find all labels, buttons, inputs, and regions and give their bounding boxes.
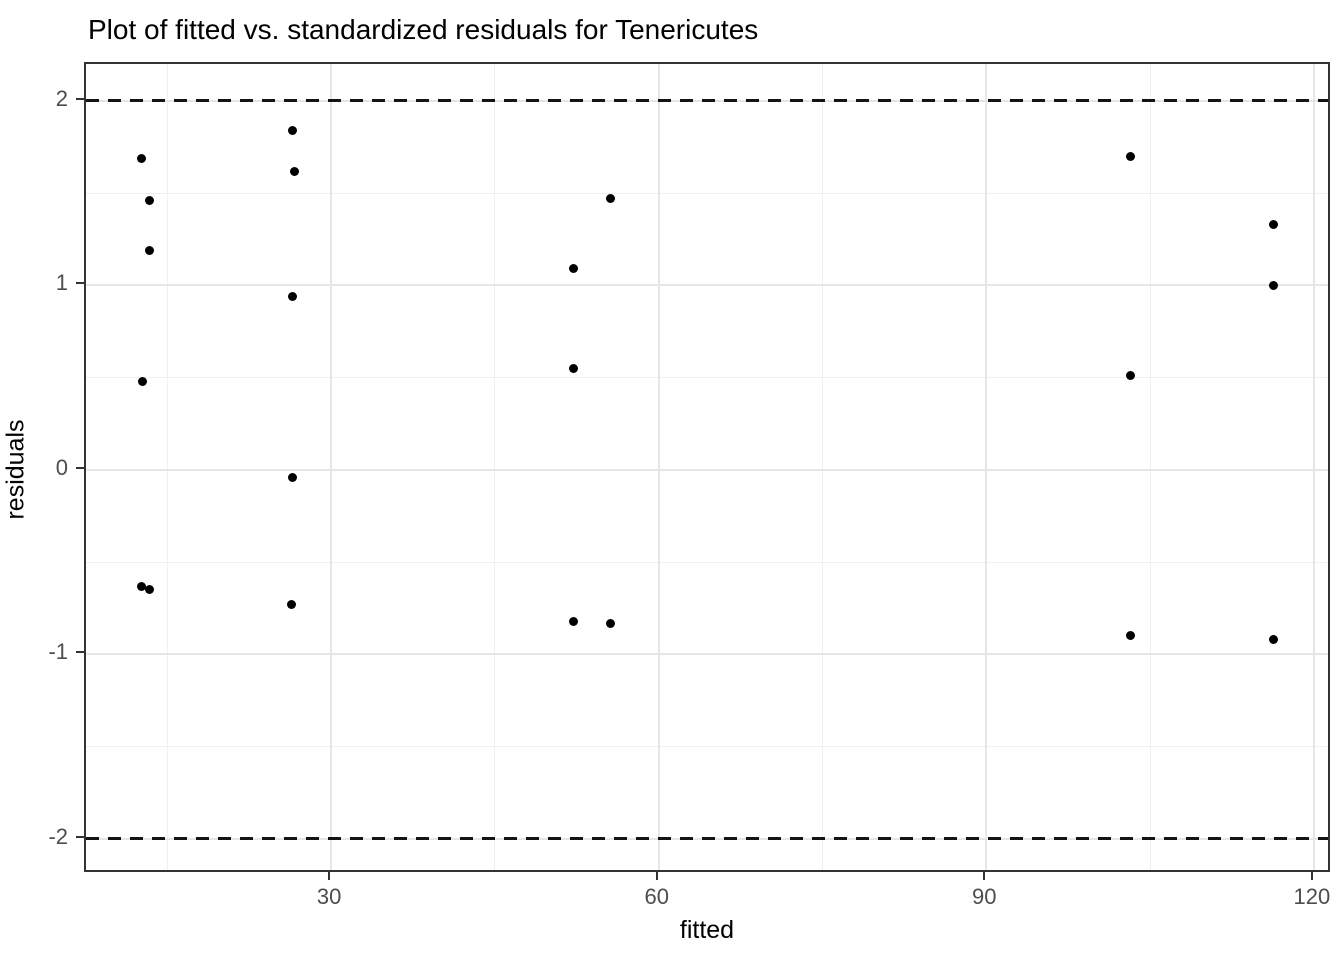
x-tick-label: 30 <box>316 884 342 909</box>
gridline-minor-v <box>166 64 168 870</box>
gridline-minor-h <box>86 746 1328 748</box>
data-point <box>1125 631 1135 641</box>
data-point <box>606 194 616 204</box>
data-point <box>289 166 299 176</box>
y-tick-mark <box>76 835 84 838</box>
x-tick-label: 60 <box>644 884 669 909</box>
data-point <box>569 363 579 373</box>
data-point <box>287 600 297 610</box>
data-point <box>1125 371 1135 381</box>
gridline-major-v <box>330 64 333 870</box>
y-tick-label: -2 <box>48 823 68 849</box>
x-tick-mark <box>983 872 986 880</box>
data-point <box>1268 280 1278 290</box>
gridline-major-v <box>985 64 988 870</box>
y-tick-label: 1 <box>55 270 68 296</box>
y-tick-mark <box>76 282 84 285</box>
gridline-major-v <box>657 64 660 870</box>
gridline-major-v <box>1312 64 1315 870</box>
x-tick-mark <box>655 872 658 880</box>
y-tick-mark <box>76 466 84 469</box>
x-tick-label: 120 <box>1293 884 1331 909</box>
gridline-minor-h <box>86 192 1328 194</box>
gridline-minor-v <box>1149 64 1151 870</box>
y-tick-label: -1 <box>48 639 68 665</box>
y-tick-mark <box>76 651 84 654</box>
gridline-minor-v <box>494 64 496 870</box>
gridline-minor-h <box>86 561 1328 563</box>
data-point <box>145 196 155 206</box>
y-tick-mark <box>76 97 84 100</box>
data-point <box>288 291 298 301</box>
y-tick-label: 2 <box>55 85 68 111</box>
data-point <box>288 472 298 482</box>
threshold-line <box>86 99 1328 103</box>
data-point <box>137 376 147 386</box>
data-point <box>569 264 579 274</box>
threshold-line <box>86 837 1328 841</box>
data-point <box>288 125 298 135</box>
data-point <box>136 153 146 163</box>
data-point <box>606 618 616 628</box>
gridline-minor-v <box>822 64 823 870</box>
y-tick-label: 0 <box>55 454 68 480</box>
data-point <box>145 585 155 595</box>
x-tick-label: 90 <box>972 884 997 909</box>
data-point <box>1268 220 1278 230</box>
gridline-major-h <box>86 468 1328 471</box>
gridline-major-h <box>86 653 1328 656</box>
y-axis-label: residuals <box>1 419 30 520</box>
plot-panel <box>84 62 1330 872</box>
chart-title: Plot of fitted vs. standardized residual… <box>88 14 759 45</box>
data-point <box>1125 151 1135 161</box>
data-point <box>145 245 155 255</box>
x-tick-mark <box>328 872 331 880</box>
data-point <box>136 581 146 591</box>
gridline-major-h <box>86 284 1328 287</box>
x-axis-label: fitted <box>679 916 735 944</box>
data-point <box>1268 635 1278 645</box>
data-point <box>569 616 579 626</box>
gridline-minor-h <box>86 377 1328 379</box>
x-tick-mark <box>1310 872 1313 880</box>
